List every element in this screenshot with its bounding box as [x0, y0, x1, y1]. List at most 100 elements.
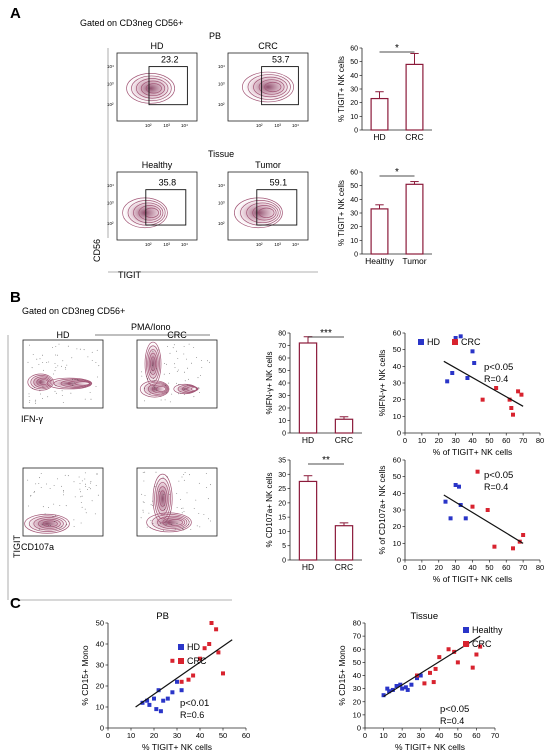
data-point-crc: [216, 650, 221, 655]
event-dot: [142, 472, 144, 473]
event-dot: [91, 360, 93, 361]
event-dot: [152, 350, 154, 352]
data-point-crc: [485, 508, 490, 512]
event-dot: [47, 396, 49, 398]
data-point-hd: [453, 483, 458, 487]
event-dot: [152, 500, 153, 502]
significance-marker: *: [395, 43, 399, 54]
event-dot: [61, 395, 63, 396]
y-tick-label: 40: [393, 489, 401, 498]
data-point-crc: [209, 621, 214, 625]
bar-chart-a_bar_pb: 0 10 20 30 40 50 60 HD CRC * % TIGIT+ NK cells: [337, 43, 432, 142]
contour-line: [157, 486, 168, 511]
category-label: CRC: [335, 562, 353, 572]
y-tick-label: 80: [353, 619, 361, 628]
flow-plot-title: HD: [151, 41, 164, 51]
y-tick-label: 10: [353, 710, 361, 719]
stim-label: PMA/Iono: [131, 322, 171, 332]
event-dot: [46, 483, 47, 485]
event-dot: [184, 380, 186, 382]
event-dot: [149, 393, 151, 395]
event-dot: [181, 508, 183, 509]
event-dot: [70, 392, 72, 394]
data-point-crc: [511, 412, 515, 417]
contour-line: [167, 519, 183, 526]
event-dot: [176, 382, 177, 384]
event-dot: [183, 479, 185, 481]
event-dot: [81, 480, 83, 482]
event-dot: [35, 483, 37, 485]
gate-box: [148, 66, 188, 106]
data-point-hd: [453, 336, 458, 340]
bar-chart-b_bar_ifng: 0 10 20 30 40 50 60 70 80 HD CRC *** %IFN-γ+ NK cell…: [265, 328, 362, 445]
event-dot: [188, 343, 190, 345]
y-tick-label: 40: [278, 381, 286, 388]
event-dot: [166, 363, 167, 365]
event-dot: [73, 526, 75, 527]
x-tick-label: 70: [519, 436, 527, 445]
y-tick-label: 50: [353, 658, 361, 667]
event-dot: [207, 360, 208, 362]
event-dot: [148, 512, 150, 514]
tick-label: 10⁴: [218, 64, 225, 69]
legend-label: HD: [187, 642, 200, 652]
contour-line: [151, 384, 167, 394]
p-value-label: p<0.05: [440, 704, 469, 715]
contour-line: [246, 202, 279, 224]
contour-line: [151, 514, 190, 531]
data-point-crc: [191, 673, 196, 678]
event-dot: [146, 526, 148, 528]
event-dot: [87, 489, 88, 490]
gate-box: [256, 189, 298, 226]
event-dot: [54, 521, 55, 522]
y-tick-label: 20: [96, 682, 104, 691]
y-axis-label: % TIGIT+ NK cells: [337, 180, 346, 246]
x-tick-label: 60: [502, 436, 510, 445]
event-dot: [141, 371, 143, 373]
tick-label: 10²: [107, 102, 114, 107]
scatter-chart-c_scatter_pb: 0 10 20 30 40 50 60 0 10 20 30 40 50 % TIGIT+ NK cell…: [80, 611, 250, 752]
x-tick-label: 50: [485, 563, 493, 572]
event-dot: [59, 505, 61, 506]
event-dot: [177, 358, 179, 359]
data-point-healthy: [409, 682, 414, 687]
data-point-crc: [492, 544, 497, 549]
tick-label: 10²: [145, 242, 152, 247]
event-dot: [48, 507, 49, 508]
event-dot: [188, 524, 190, 525]
contour-line: [177, 384, 198, 394]
contour-line: [162, 517, 186, 528]
y-tick-label: 0: [397, 429, 401, 438]
event-dot: [52, 347, 53, 348]
event-dot: [27, 361, 29, 363]
tick-label: 10⁴: [107, 64, 114, 69]
contour-line: [46, 377, 93, 390]
y-tick-label: 20: [350, 224, 358, 231]
event-dot: [153, 380, 155, 382]
event-dot: [169, 511, 171, 513]
event-dot: [165, 524, 167, 526]
category-label: HD: [302, 562, 314, 572]
y-tick-label: 30: [278, 472, 286, 479]
y-axis-label: %IFN-γ+ NK cells: [265, 352, 274, 415]
event-dot: [170, 512, 171, 514]
event-dot: [39, 358, 41, 360]
data-point-hd: [457, 484, 461, 489]
contour-line: [157, 515, 188, 530]
y-tick-label: 0: [100, 724, 104, 733]
event-dot: [61, 390, 63, 392]
event-dot: [34, 387, 35, 388]
event-dot: [142, 501, 144, 503]
gate-box: [145, 189, 187, 226]
data-point-healthy: [415, 676, 419, 681]
event-dot: [164, 399, 166, 401]
contour-line: [150, 356, 156, 372]
event-dot: [196, 357, 197, 358]
event-dot: [80, 496, 82, 498]
event-dot: [55, 392, 57, 394]
flow-plot-healthy: 10⁴ 10³ 10² 10² 10³ 10⁴ Healthy 35.8: [107, 160, 198, 247]
p-value-label: p<0.01: [180, 698, 209, 709]
y-tick-label: 20: [393, 522, 401, 531]
event-dot: [198, 387, 200, 389]
event-dot: [150, 520, 152, 521]
